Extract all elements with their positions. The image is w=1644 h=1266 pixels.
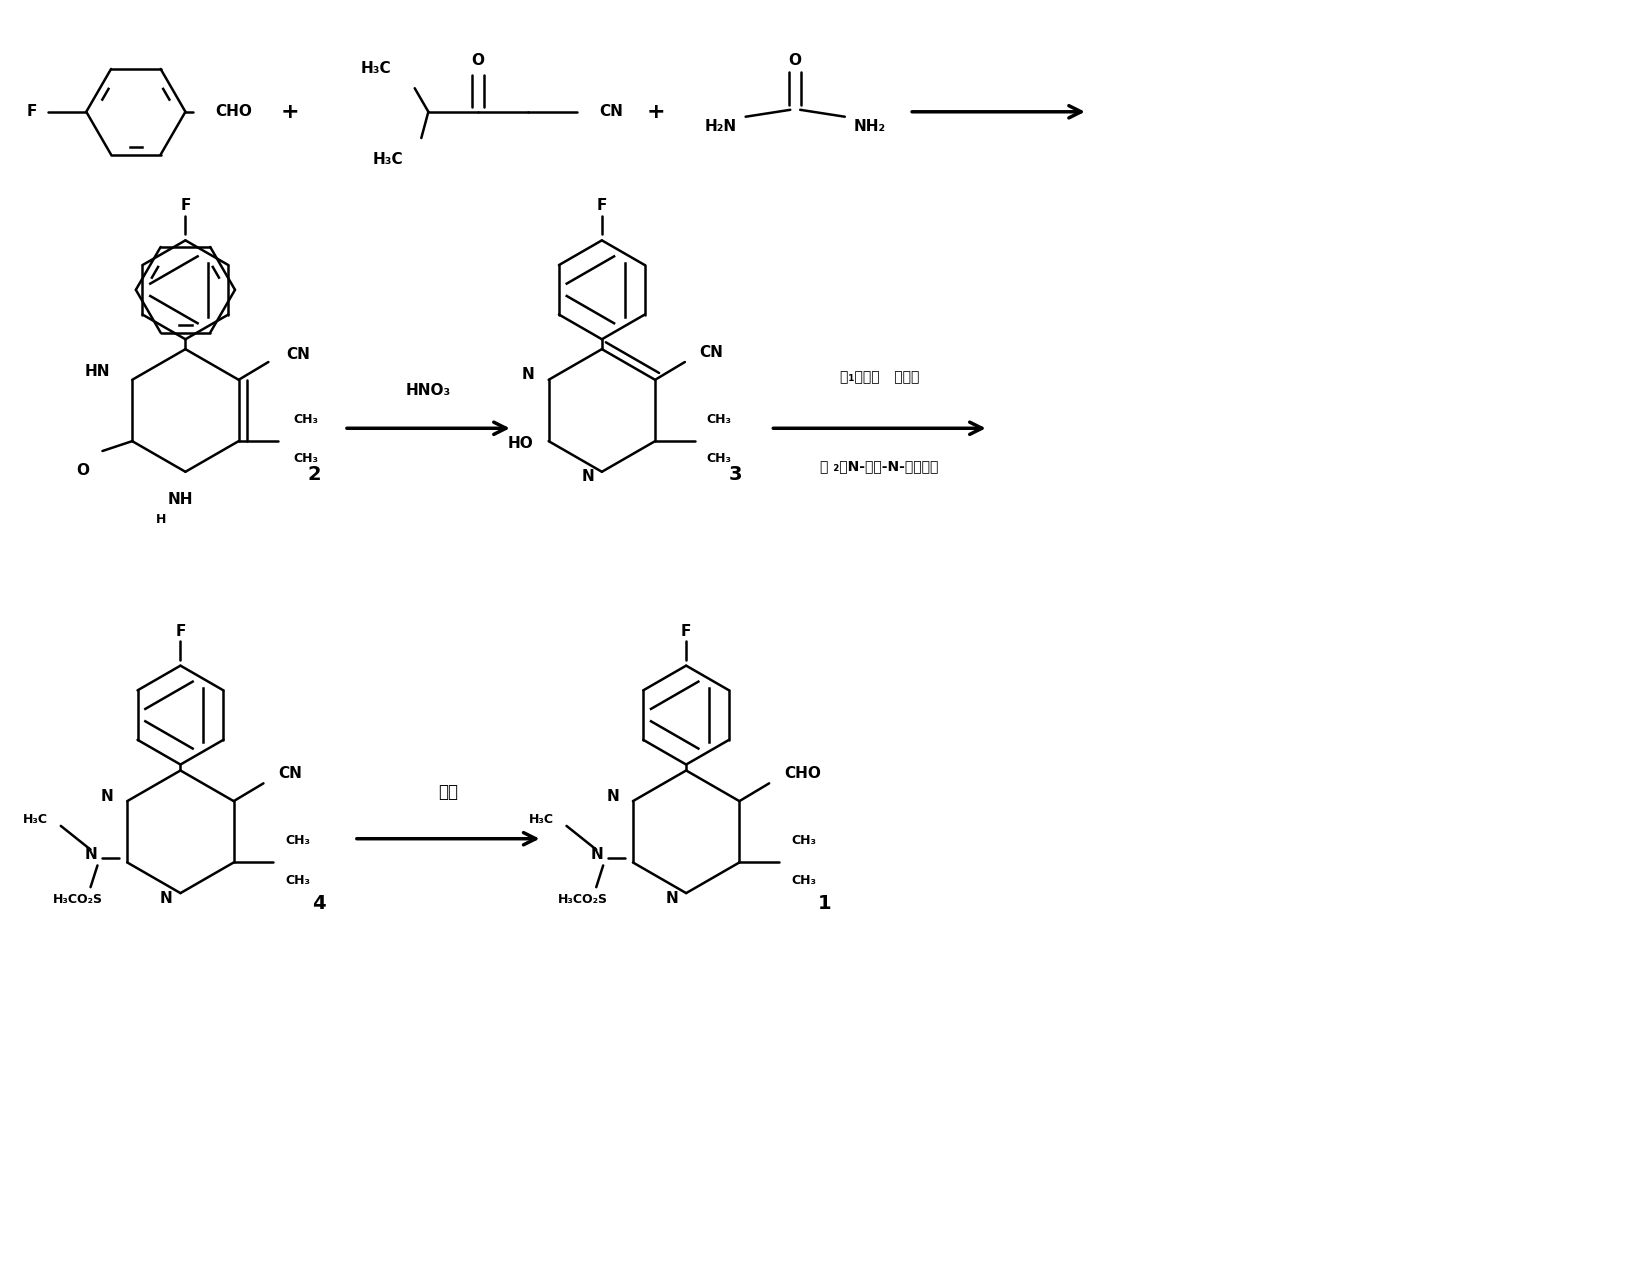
- Text: N: N: [523, 367, 534, 382]
- Text: N: N: [85, 847, 97, 862]
- Text: CHO: CHO: [784, 766, 820, 781]
- Text: CHO: CHO: [215, 104, 252, 119]
- Text: N: N: [582, 470, 593, 484]
- Text: H₃C: H₃C: [23, 814, 48, 827]
- Text: H: H: [156, 513, 166, 525]
- Text: 3: 3: [728, 466, 743, 485]
- Text: CN: CN: [278, 766, 302, 781]
- Text: 2: 2: [307, 466, 321, 485]
- Text: CN: CN: [286, 347, 311, 362]
- Text: F: F: [26, 104, 36, 119]
- Text: H₃C: H₃C: [529, 814, 554, 827]
- Text: 还原: 还原: [439, 784, 459, 801]
- Text: H₃CO₂S: H₃CO₂S: [53, 893, 102, 905]
- Text: 4: 4: [312, 894, 326, 913]
- Text: HN: HN: [85, 365, 110, 380]
- Text: H₃C: H₃C: [360, 62, 391, 76]
- Text: N: N: [159, 890, 173, 905]
- Text: F: F: [597, 199, 607, 213]
- Text: N: N: [590, 847, 603, 862]
- Text: CH₃: CH₃: [707, 413, 732, 425]
- Text: HO: HO: [508, 436, 534, 451]
- Text: CH₃: CH₃: [286, 874, 311, 886]
- Text: CN: CN: [700, 344, 723, 360]
- Text: H₃CO₂S: H₃CO₂S: [559, 893, 608, 905]
- Text: O: O: [472, 53, 485, 68]
- Text: （₁）酰卤   或酸酐: （₁）酰卤 或酸酐: [840, 370, 919, 384]
- Text: F: F: [681, 624, 692, 638]
- Text: +: +: [648, 101, 666, 122]
- Text: HNO₃: HNO₃: [406, 384, 450, 399]
- Text: CH₃: CH₃: [791, 834, 815, 847]
- Text: NH₂: NH₂: [853, 119, 886, 134]
- Text: N: N: [100, 789, 113, 804]
- Text: CH₃: CH₃: [286, 834, 311, 847]
- Text: H₃C: H₃C: [373, 152, 403, 167]
- Text: O: O: [76, 463, 89, 479]
- Text: CH₃: CH₃: [293, 452, 319, 466]
- Text: CH₃: CH₃: [791, 874, 815, 886]
- Text: 1: 1: [819, 894, 832, 913]
- Text: N: N: [666, 890, 679, 905]
- Text: CH₃: CH₃: [707, 452, 732, 466]
- Text: N: N: [607, 789, 620, 804]
- Text: NH: NH: [168, 492, 194, 506]
- Text: +: +: [279, 101, 299, 122]
- Text: F: F: [181, 199, 191, 213]
- Text: CH₃: CH₃: [293, 413, 319, 425]
- Text: CN: CN: [598, 104, 623, 119]
- Text: （ ₂）N-甲基-N-甲磺酰胺: （ ₂）N-甲基-N-甲磺酰胺: [820, 458, 939, 473]
- Text: H₂N: H₂N: [705, 119, 737, 134]
- Text: F: F: [176, 624, 186, 638]
- Text: O: O: [789, 53, 802, 68]
